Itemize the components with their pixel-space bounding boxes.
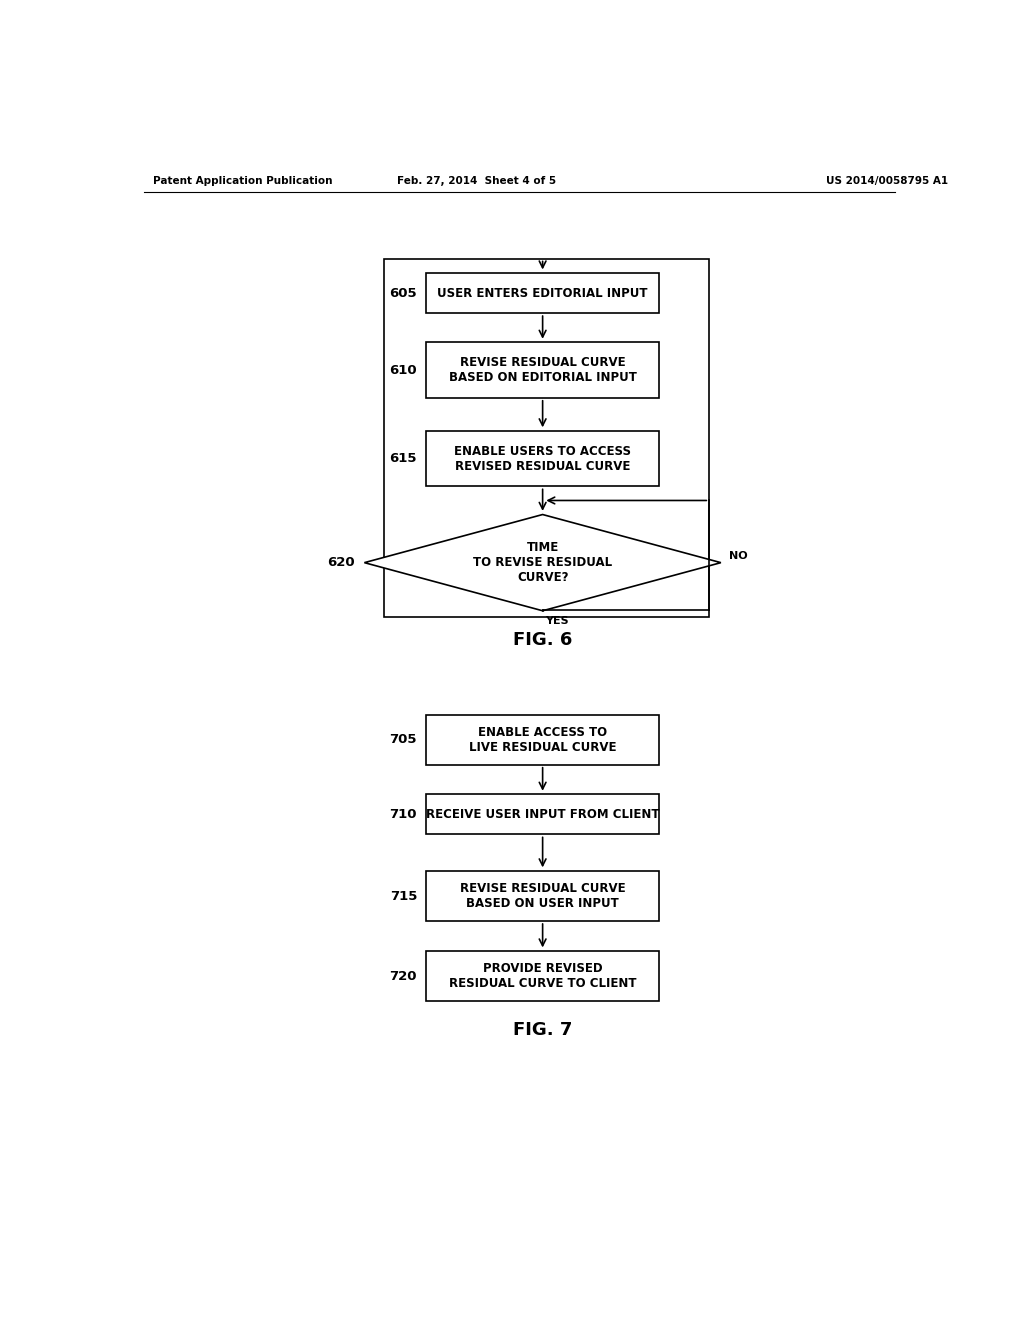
Polygon shape [365, 515, 721, 611]
FancyBboxPatch shape [426, 430, 658, 487]
Bar [384, 259, 710, 616]
Text: 705: 705 [389, 733, 417, 746]
FancyBboxPatch shape [426, 795, 658, 834]
Text: ENABLE USERS TO ACCESS
REVISED RESIDUAL CURVE: ENABLE USERS TO ACCESS REVISED RESIDUAL … [454, 445, 631, 473]
Text: Feb. 27, 2014  Sheet 4 of 5: Feb. 27, 2014 Sheet 4 of 5 [397, 176, 556, 186]
Text: 720: 720 [389, 970, 417, 982]
Text: FIG. 6: FIG. 6 [513, 631, 572, 648]
Text: NO: NO [729, 552, 748, 561]
FancyBboxPatch shape [426, 952, 658, 1001]
Text: USER ENTERS EDITORIAL INPUT: USER ENTERS EDITORIAL INPUT [437, 286, 648, 300]
Text: ENABLE ACCESS TO
LIVE RESIDUAL CURVE: ENABLE ACCESS TO LIVE RESIDUAL CURVE [469, 726, 616, 754]
Text: RECEIVE USER INPUT FROM CLIENT: RECEIVE USER INPUT FROM CLIENT [426, 808, 659, 821]
FancyBboxPatch shape [426, 871, 658, 921]
FancyBboxPatch shape [426, 342, 658, 397]
Text: FIG. 7: FIG. 7 [513, 1022, 572, 1039]
Text: 610: 610 [389, 363, 417, 376]
FancyBboxPatch shape [426, 273, 658, 313]
Text: YES: YES [545, 616, 568, 626]
Text: US 2014/0058795 A1: US 2014/0058795 A1 [825, 176, 947, 186]
Text: 615: 615 [389, 453, 417, 465]
Text: 715: 715 [390, 890, 417, 903]
Text: Patent Application Publication: Patent Application Publication [153, 176, 333, 186]
Text: 605: 605 [389, 286, 417, 300]
Text: REVISE RESIDUAL CURVE
BASED ON EDITORIAL INPUT: REVISE RESIDUAL CURVE BASED ON EDITORIAL… [449, 356, 637, 384]
Text: TIME
TO REVISE RESIDUAL
CURVE?: TIME TO REVISE RESIDUAL CURVE? [473, 541, 612, 585]
Text: PROVIDE REVISED
RESIDUAL CURVE TO CLIENT: PROVIDE REVISED RESIDUAL CURVE TO CLIENT [449, 962, 636, 990]
FancyBboxPatch shape [426, 714, 658, 764]
Text: 620: 620 [328, 556, 355, 569]
Text: 710: 710 [389, 808, 417, 821]
Text: REVISE RESIDUAL CURVE
BASED ON USER INPUT: REVISE RESIDUAL CURVE BASED ON USER INPU… [460, 882, 626, 909]
